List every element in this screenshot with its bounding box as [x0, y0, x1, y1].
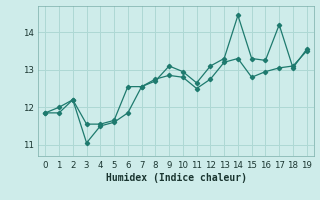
X-axis label: Humidex (Indice chaleur): Humidex (Indice chaleur)	[106, 173, 246, 183]
